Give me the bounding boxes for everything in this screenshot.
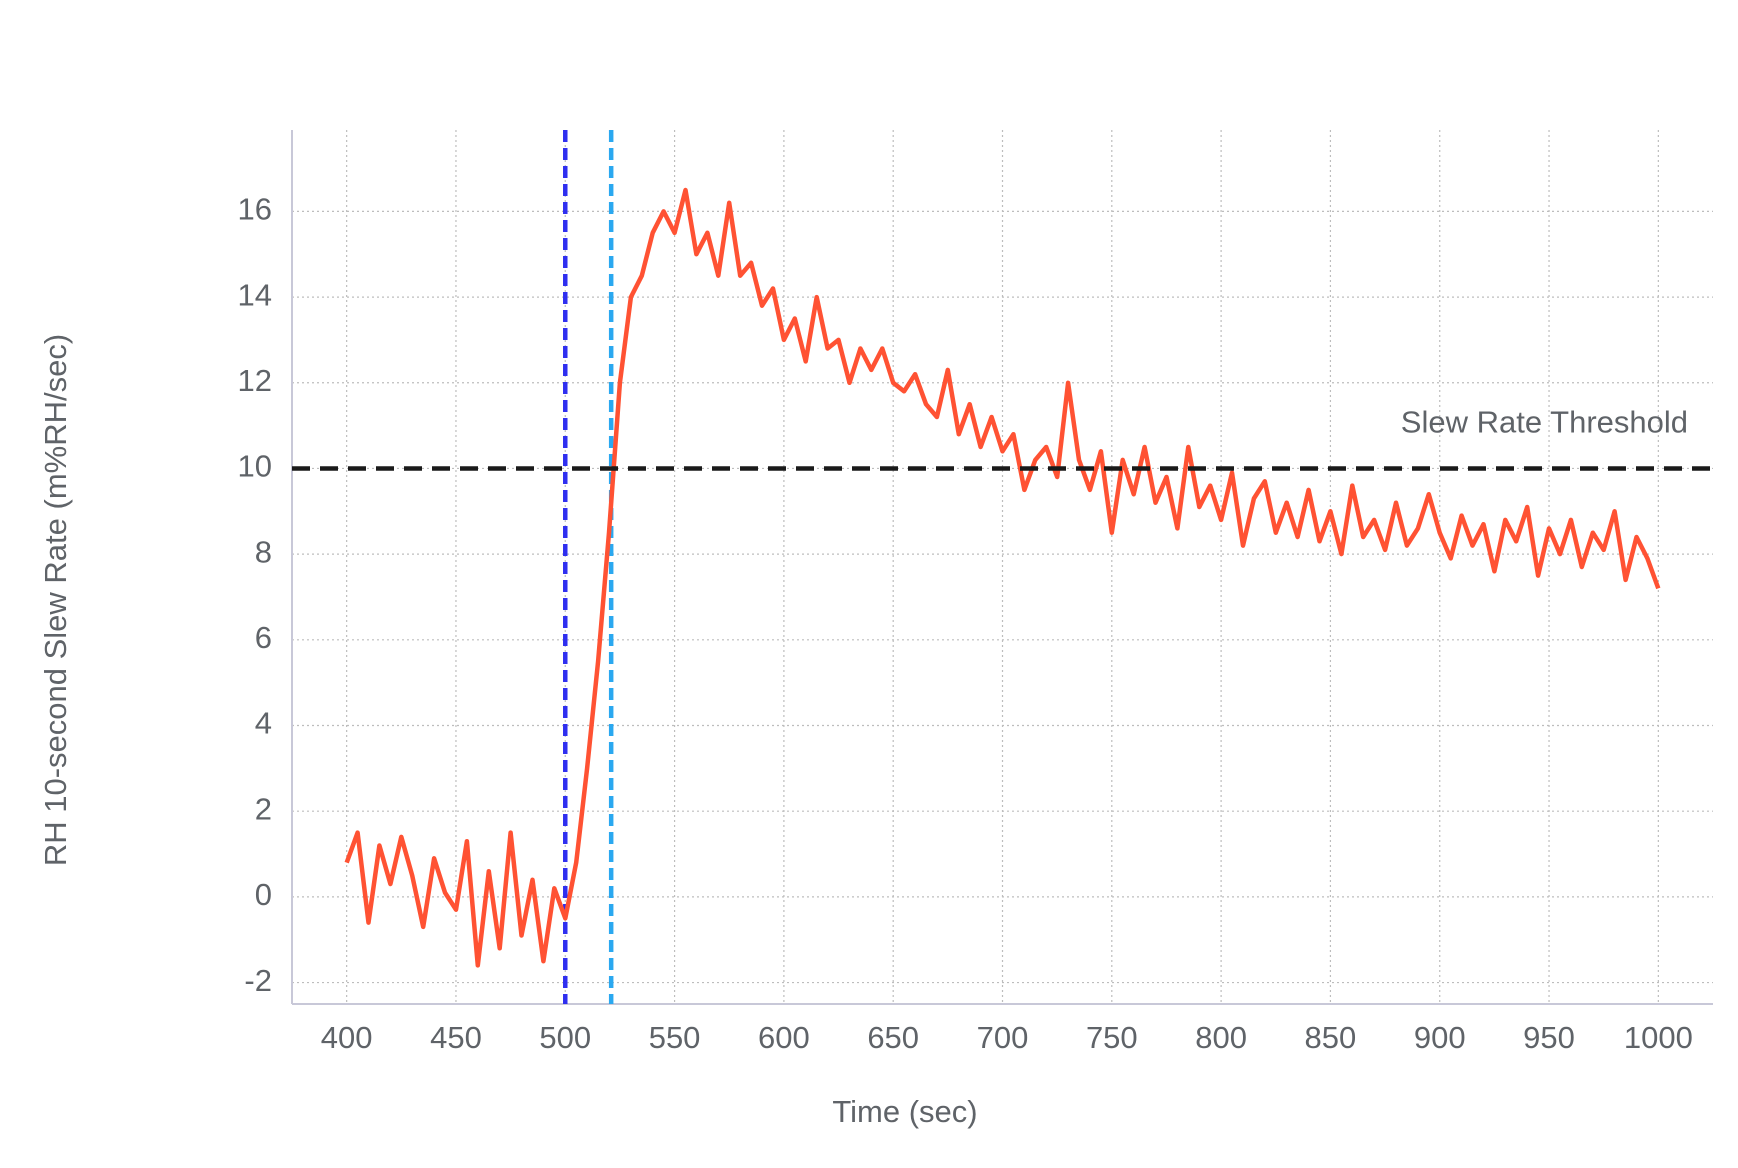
x-tick-label: 850 (1305, 1020, 1357, 1055)
y-tick-label: 12 (238, 363, 272, 398)
x-tick-label: 700 (977, 1020, 1029, 1055)
y-tick-label: 10 (238, 449, 272, 484)
x-tick-label: 950 (1523, 1020, 1575, 1055)
x-tick-label: 800 (1195, 1020, 1247, 1055)
x-tick-label: 900 (1414, 1020, 1466, 1055)
y-tick-label: 4 (255, 706, 272, 741)
y-tick-label: 6 (255, 620, 272, 655)
x-tick-label: 550 (649, 1020, 701, 1055)
threshold-label: Slew Rate Threshold (1401, 405, 1688, 440)
x-tick-label: 750 (1086, 1020, 1138, 1055)
x-tick-label: 450 (430, 1020, 482, 1055)
data-line (344, 187, 1661, 968)
x-tick-label: 600 (758, 1020, 810, 1055)
x-tick-label: 650 (867, 1020, 919, 1055)
x-axis-title: Time (sec) (832, 1094, 977, 1129)
x-tick-label: 1000 (1624, 1020, 1693, 1055)
y-tick-label: 0 (255, 877, 272, 912)
y-axis-title: RH 10-second Slew Rate (m%RH/sec) (38, 334, 73, 866)
y-tick-label: 14 (238, 277, 272, 312)
y-tick-label: -2 (244, 963, 272, 998)
y-tick-label: 8 (255, 534, 272, 569)
x-tick-label: 500 (539, 1020, 591, 1055)
y-tick-label: 16 (238, 192, 272, 227)
x-tick-label: 400 (321, 1020, 373, 1055)
y-tick-label: 2 (255, 791, 272, 826)
